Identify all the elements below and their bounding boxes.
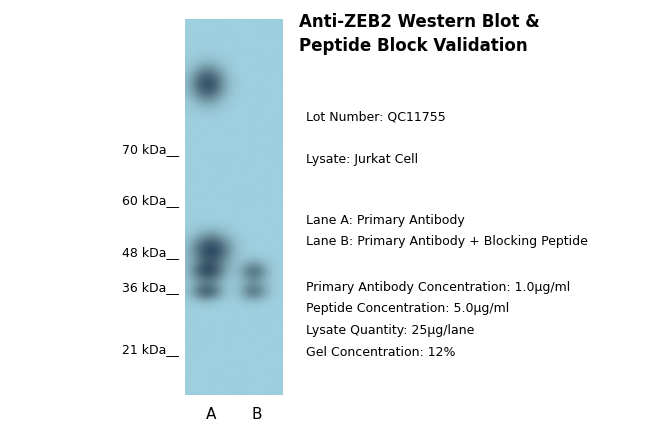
Text: Lot Number: QC11755: Lot Number: QC11755 <box>306 110 445 123</box>
Text: 21 kDa__: 21 kDa__ <box>122 343 179 356</box>
Text: Gel Concentration: 12%: Gel Concentration: 12% <box>306 346 455 359</box>
Text: Lane B: Primary Antibody + Blocking Peptide: Lane B: Primary Antibody + Blocking Pept… <box>306 235 588 248</box>
Text: Anti-ZEB2 Western Blot &
Peptide Block Validation: Anti-ZEB2 Western Blot & Peptide Block V… <box>299 13 540 54</box>
Text: Primary Antibody Concentration: 1.0μg/ml: Primary Antibody Concentration: 1.0μg/ml <box>306 281 570 294</box>
Text: B: B <box>252 407 262 422</box>
Text: Peptide Concentration: 5.0μg/ml: Peptide Concentration: 5.0μg/ml <box>306 302 509 315</box>
Text: 70 kDa__: 70 kDa__ <box>122 143 179 156</box>
Text: 60 kDa__: 60 kDa__ <box>122 194 179 207</box>
Text: A: A <box>206 407 216 422</box>
Text: Lysate Quantity: 25μg/lane: Lysate Quantity: 25μg/lane <box>306 324 474 337</box>
Text: Lane A: Primary Antibody: Lane A: Primary Antibody <box>306 214 464 227</box>
Text: 48 kDa__: 48 kDa__ <box>122 246 179 259</box>
Text: Lysate: Jurkat Cell: Lysate: Jurkat Cell <box>306 153 417 166</box>
Text: 36 kDa__: 36 kDa__ <box>122 281 179 294</box>
